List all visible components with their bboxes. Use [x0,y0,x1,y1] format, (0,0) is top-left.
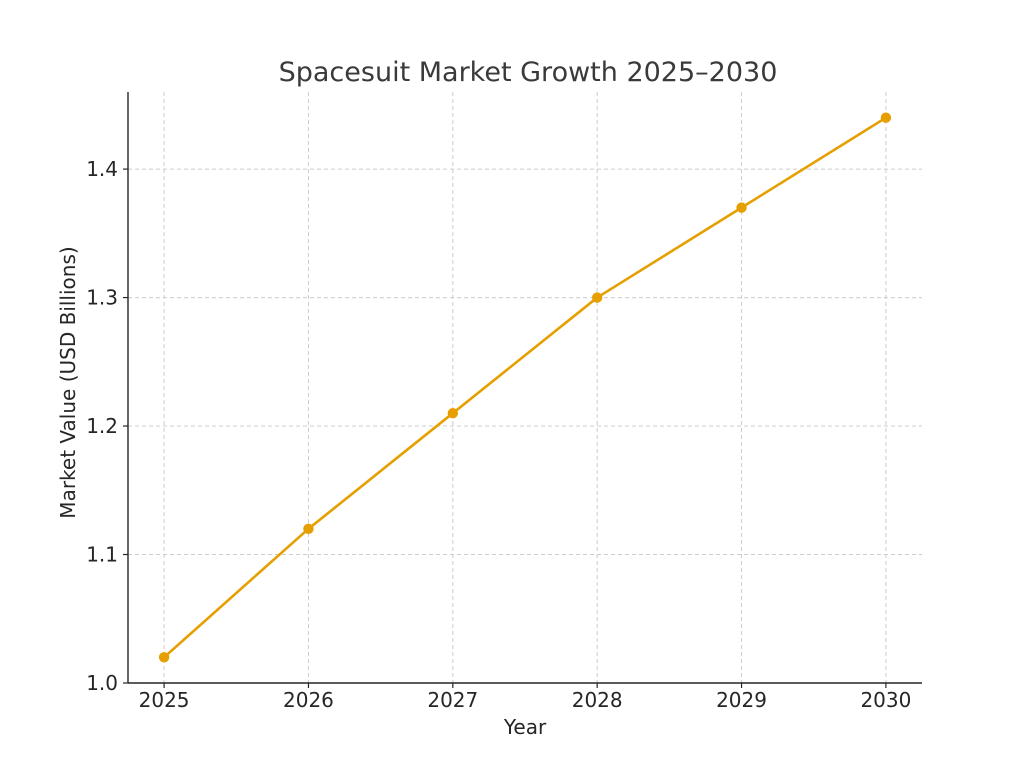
y-tick-label: 1.4 [86,157,118,181]
y-tick-label: 1.0 [86,671,118,695]
data-point [591,292,603,303]
y-axis-label: Market Value (USD Billions) [56,246,80,518]
y-tick-label: 1.2 [86,414,118,438]
x-tick-label: 2026 [283,688,334,712]
data-point [158,652,170,663]
x-tick-label: 2025 [139,688,190,712]
data-point [447,407,459,419]
series-line [162,116,888,659]
x-axis-label: Year [503,715,547,739]
x-tick-label: 2027 [427,688,478,712]
x-tick-label: 2028 [572,688,623,712]
axes [127,92,922,684]
y-tick-label: 1.3 [86,286,118,310]
chart-title: Spacesuit Market Growth 2025–2030 [279,57,778,88]
data-point [880,112,892,123]
series [158,112,892,663]
x-tick-label: 2029 [716,688,767,712]
data-point [303,523,314,535]
grid [128,92,922,684]
x-tick-label: 2030 [860,688,911,712]
data-point [736,202,747,213]
y-tick-label: 1.1 [86,543,118,567]
ticks: 2025 2026 2027 2028 2029 2030 1.0 1.1 1.2 1.3 1.4 [86,157,911,712]
